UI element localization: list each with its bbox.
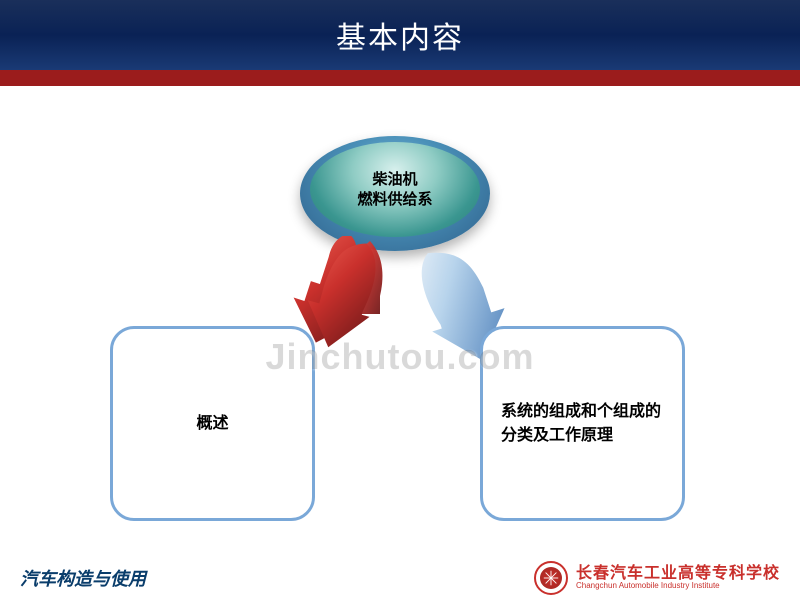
diagram-canvas: 柴油机 燃料供给系 概述 系统的组成和个组成的分类及工作原理 [0,86,800,556]
box-left: 概述 [110,326,315,521]
center-node: 柴油机 燃料供给系 [310,142,480,237]
box-left-text: 概述 [196,412,228,436]
center-node-line1: 柴油机 [372,170,417,190]
header-bar: 基本内容 [0,0,800,70]
footer-left-text: 汽车构造与使用 [20,565,146,591]
accent-bar [0,70,800,86]
institution-cn: 长春汽车工业高等专科学校 [576,565,780,583]
institution-block: 长春汽车工业高等专科学校 Changchun Automobile Indust… [534,561,780,595]
institution-name: 长春汽车工业高等专科学校 Changchun Automobile Indust… [576,565,780,591]
footer-bar: 汽车构造与使用 长春汽车工业高等专科学校 Changchun Automobil… [0,556,800,600]
box-right-text: 系统的组成和个组成的分类及工作原理 [501,400,664,448]
page-title: 基本内容 [336,13,464,57]
institution-en: Changchun Automobile Industry Institute [576,582,780,591]
institution-logo-icon [534,561,568,595]
box-right: 系统的组成和个组成的分类及工作原理 [480,326,685,521]
center-node-line2: 燃料供给系 [357,190,432,210]
